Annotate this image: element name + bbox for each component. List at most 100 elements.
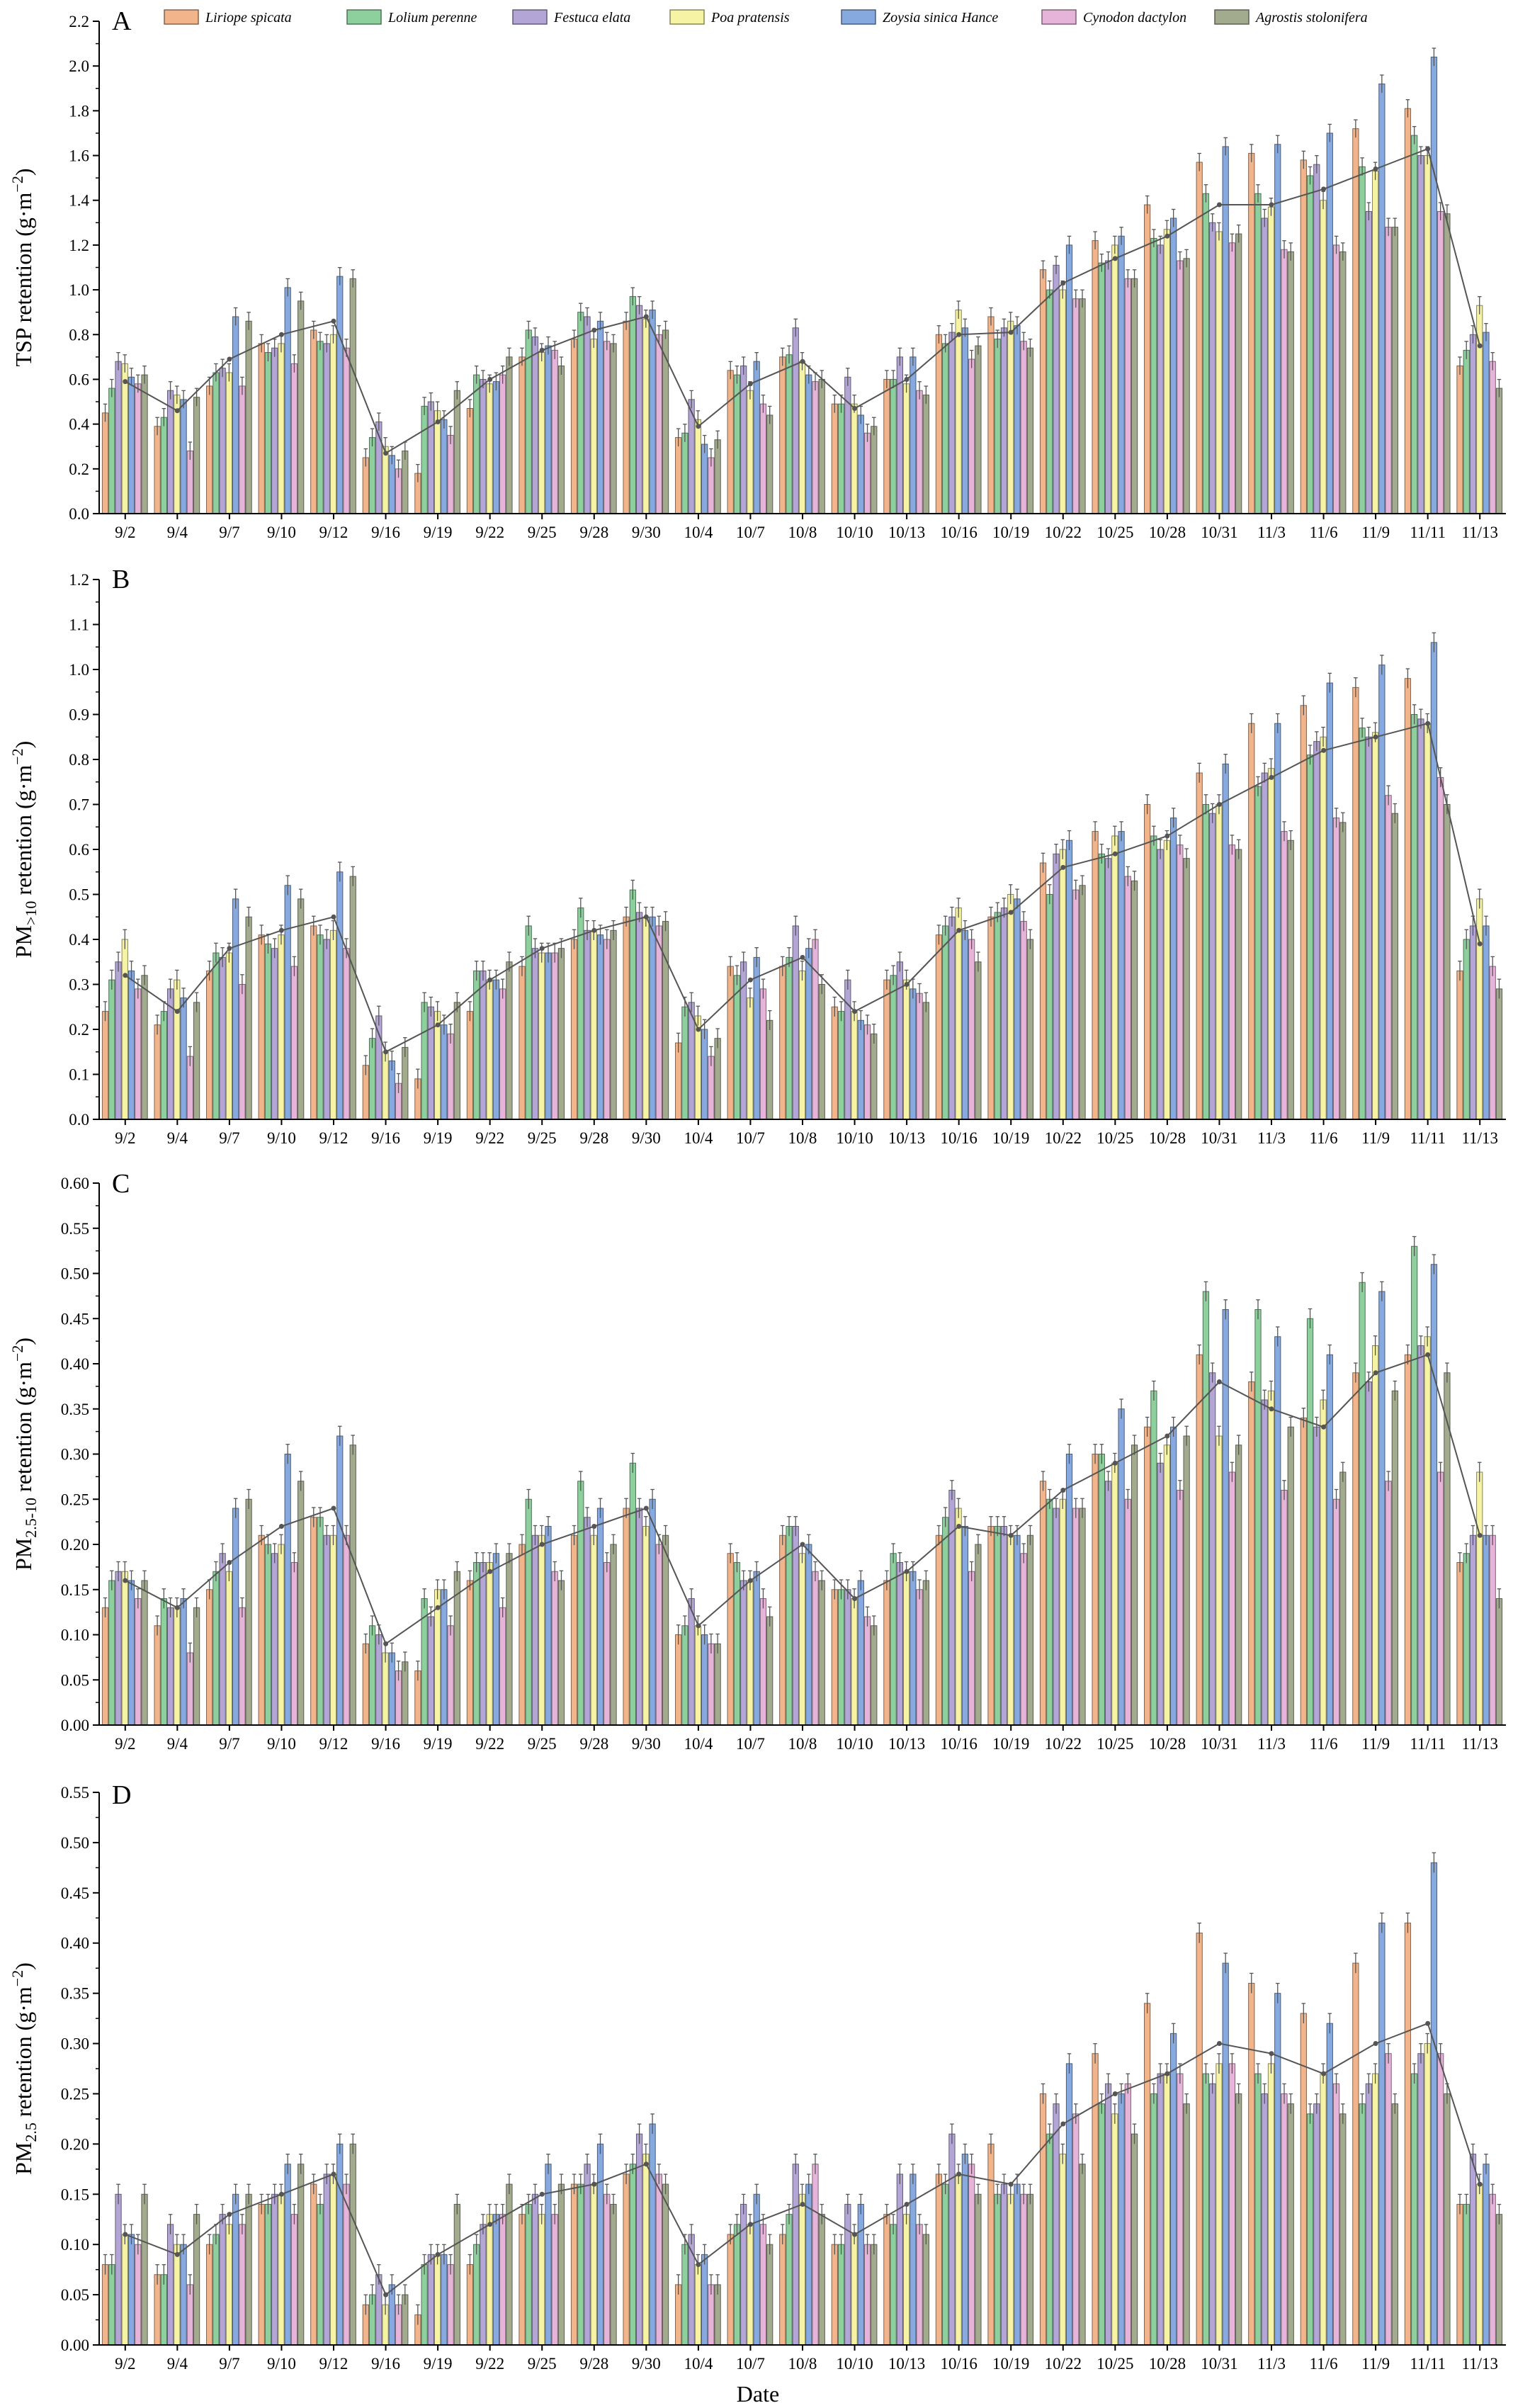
bar: [1287, 2103, 1294, 2346]
bar: [473, 374, 480, 514]
mean-point: [591, 327, 597, 333]
bar: [278, 343, 285, 514]
mean-point: [956, 332, 962, 337]
bar: [610, 2203, 617, 2346]
bar: [1053, 2103, 1060, 2346]
legend-label: Zoysia sinica Hance: [883, 10, 998, 26]
bar: [792, 1526, 799, 1726]
mean-point: [539, 347, 545, 353]
bar: [610, 929, 617, 1120]
bar: [570, 339, 578, 514]
bar: [115, 2193, 122, 2346]
legend-item: Poa pratensis: [669, 9, 790, 26]
mean-point: [1112, 256, 1118, 261]
bar: [883, 979, 890, 1120]
bar: [1267, 2063, 1275, 2346]
bar: [1104, 858, 1112, 1120]
legend-label: Cynodon dactylon: [1083, 10, 1186, 26]
x-tick-label: 10/22: [1045, 1129, 1082, 1147]
bar: [402, 1046, 409, 1120]
bar: [570, 939, 578, 1120]
bar: [1098, 2103, 1105, 2346]
bars: [101, 632, 1503, 1120]
bar: [1104, 1481, 1112, 1726]
x-tick-label: 11/13: [1461, 524, 1498, 541]
bar: [1163, 229, 1171, 514]
bar: [135, 1598, 142, 1726]
bar: [1020, 341, 1027, 514]
bar: [1157, 2073, 1164, 2346]
x-axis-title: Date: [737, 2381, 779, 2407]
bar: [753, 956, 760, 1120]
bar: [219, 956, 226, 1120]
x-tick-label: 9/30: [632, 1129, 661, 1147]
bar: [206, 385, 213, 514]
bar: [812, 939, 819, 1120]
bar: [1391, 1390, 1398, 1726]
bar: [245, 916, 252, 1120]
bar: [115, 361, 122, 514]
x-tick-label: 9/4: [167, 1129, 188, 1147]
bar: [1014, 325, 1021, 514]
bar: [310, 925, 317, 1120]
bar: [551, 1571, 558, 1726]
bar: [232, 1508, 239, 1726]
mean-point: [1216, 1379, 1222, 1384]
y-tick-label: 0.3: [69, 976, 89, 994]
bar: [290, 2214, 298, 2346]
bar: [1287, 251, 1294, 514]
bar: [441, 419, 448, 514]
x-tick-label: 9/25: [528, 1735, 557, 1753]
bar: [245, 2193, 252, 2346]
bar: [584, 316, 591, 514]
bar: [610, 1544, 617, 1726]
bar: [1274, 723, 1281, 1120]
bar: [570, 1534, 578, 1726]
bar: [1365, 211, 1372, 514]
legend-label: Poa pratensis: [710, 10, 790, 26]
bar: [1332, 2083, 1340, 2346]
x-tick-label: 11/13: [1461, 1129, 1498, 1147]
bar: [174, 1607, 181, 1726]
mean-point: [800, 954, 805, 960]
bar: [871, 1033, 878, 1120]
bar: [1092, 2053, 1099, 2346]
bar: [1274, 1993, 1281, 2346]
bar: [1352, 128, 1359, 514]
bar: [1144, 204, 1151, 514]
bar: [1495, 988, 1503, 1120]
bar: [1469, 2154, 1477, 2346]
mean-point: [435, 2251, 441, 2257]
bar: [596, 2143, 604, 2346]
bar: [375, 1015, 382, 1120]
bar: [329, 1534, 337, 1726]
bar: [681, 2244, 688, 2346]
bar: [421, 2264, 428, 2346]
x-tick-label: 10/7: [736, 1735, 765, 1753]
mean-point: [747, 977, 753, 983]
bar: [1072, 298, 1080, 514]
bar: [557, 1580, 565, 1726]
bar: [1020, 2193, 1027, 2346]
bar: [1000, 908, 1008, 1120]
bar: [896, 356, 903, 514]
bar: [1404, 108, 1412, 514]
x-tick-label: 9/12: [319, 1735, 348, 1753]
bar: [610, 343, 617, 514]
mean-point: [1060, 281, 1066, 286]
legend-swatch: [164, 9, 199, 25]
mean-point: [487, 377, 493, 382]
bar: [525, 2203, 532, 2346]
bar: [577, 2183, 584, 2346]
bar: [623, 320, 630, 514]
bar: [779, 2234, 786, 2346]
bar: [792, 2164, 799, 2346]
bar: [1124, 278, 1131, 514]
mean-point: [123, 973, 128, 978]
bar: [349, 278, 356, 514]
mean-point: [227, 1560, 232, 1565]
bar: [1371, 2073, 1379, 2346]
bar: [857, 414, 864, 514]
y-tick-label: 0.8: [69, 751, 89, 769]
x-tick-label: 10/16: [940, 1735, 977, 1753]
